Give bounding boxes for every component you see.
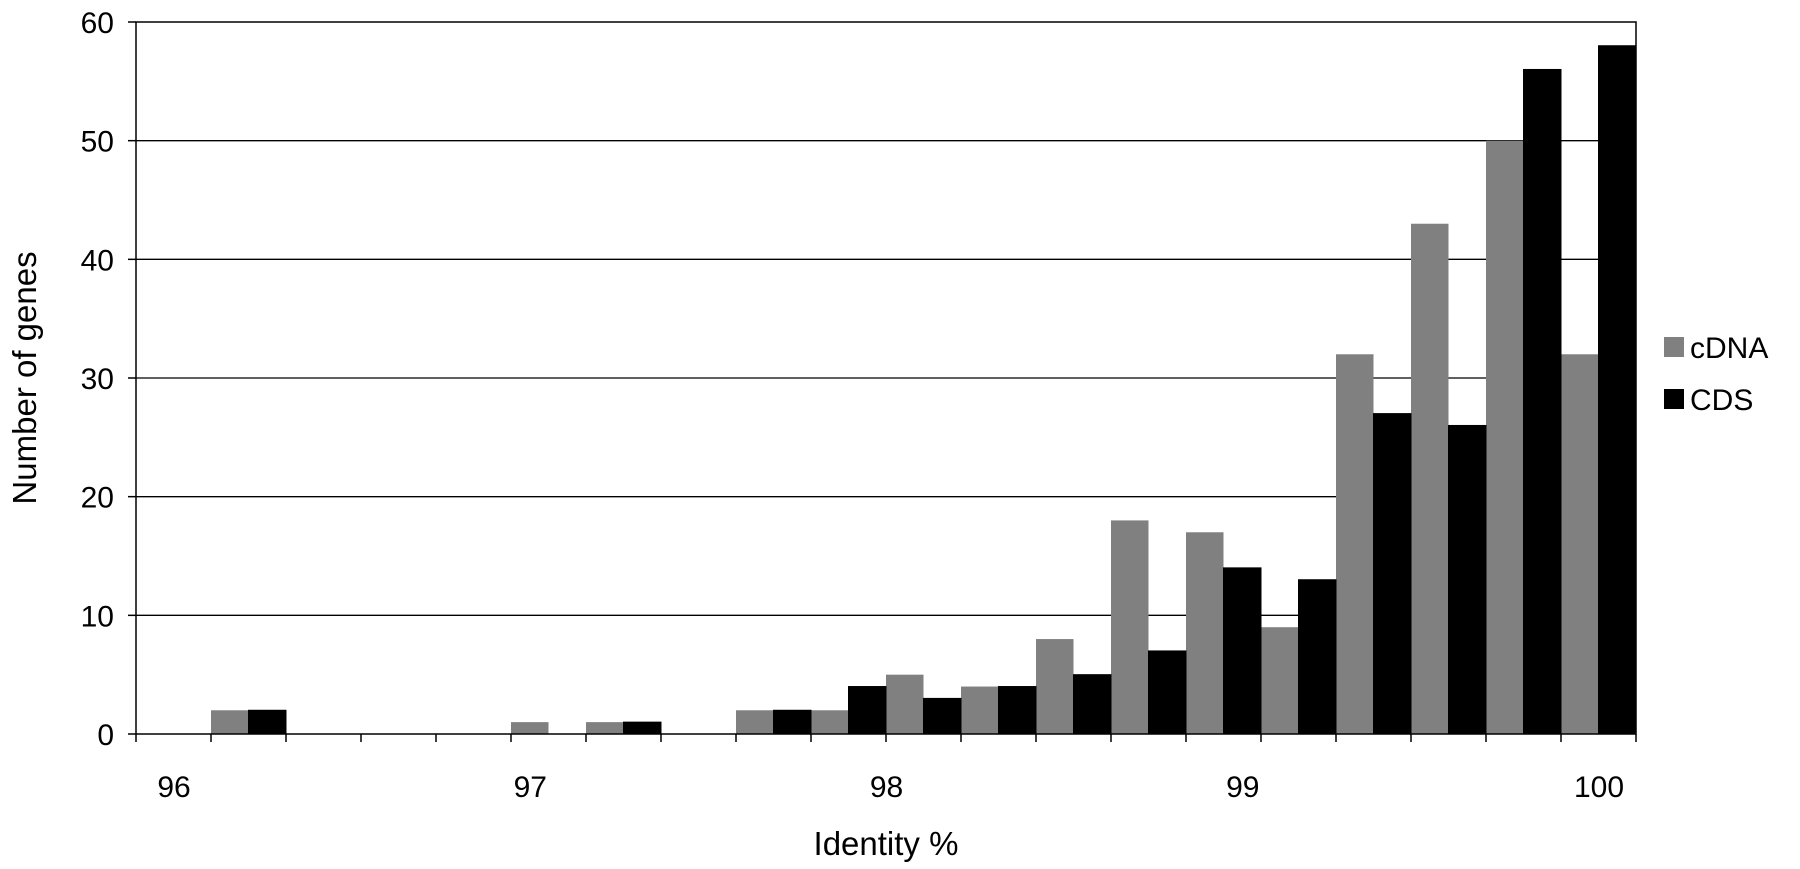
legend-label-cds: CDS <box>1690 384 1753 417</box>
bar-cdna-99.4 <box>1336 354 1374 734</box>
legend-label-cdna: cDNA <box>1690 332 1768 365</box>
bar-cds-99.8 <box>1523 68 1562 735</box>
bar-cdna-98.2 <box>886 674 924 734</box>
y-tick-label: 0 <box>97 719 114 752</box>
legend-swatch-cdna <box>1664 337 1684 357</box>
y-tick-label: 40 <box>81 244 114 277</box>
bar-cds-98.4 <box>998 686 1037 735</box>
bar-cdna-98.8 <box>1111 520 1149 734</box>
y-tick-label: 50 <box>81 126 114 159</box>
bar-cds-99.4 <box>1373 413 1412 735</box>
y-tick-labels: 0 10 20 30 40 50 60 <box>81 7 136 752</box>
x-tick-label: 96 <box>157 771 190 804</box>
bar-cds-100.0 <box>1598 45 1637 735</box>
bar-cdna-99.6 <box>1411 223 1449 734</box>
x-tick-label: 100 <box>1574 771 1624 804</box>
bar-cds-99.2 <box>1298 579 1337 735</box>
bar-cds-98.2 <box>923 697 962 735</box>
y-axis-title: Number of genes <box>6 251 43 504</box>
bar-cdna-98.4 <box>961 686 999 734</box>
legend: cDNA CDS <box>1664 332 1768 417</box>
x-tick-label: 99 <box>1226 771 1259 804</box>
y-tick-label: 30 <box>81 363 114 396</box>
y-tick-label: 60 <box>81 7 114 40</box>
bar-cdna-98.0 <box>811 710 849 734</box>
bar-cdna-96.4 <box>211 710 249 734</box>
x-axis-title: Identity % <box>814 825 959 862</box>
x-tick-label: 98 <box>870 771 903 804</box>
bar-cds-98.8 <box>1148 650 1187 735</box>
bar-cds-96.4 <box>248 709 287 735</box>
x-tick-label: 97 <box>514 771 547 804</box>
bar-cdna-97.2 <box>511 722 549 734</box>
x-tick-labels: 96 97 98 99 100 <box>135 734 1637 804</box>
bar-cdna-97.8 <box>736 710 774 734</box>
bar-cdna-97.4 <box>586 722 624 734</box>
legend-swatch-cds <box>1664 389 1684 409</box>
bar-cds-99.6 <box>1448 424 1487 735</box>
bar-cdna-99.0 <box>1186 532 1224 734</box>
bar-cdna-99.2 <box>1261 627 1299 734</box>
y-tick-label: 20 <box>81 482 114 515</box>
bar-cdna-100.0 <box>1561 354 1599 734</box>
bars <box>211 45 1637 735</box>
y-tick-label: 10 <box>81 600 114 633</box>
bar-cds-97.4 <box>623 721 662 735</box>
bar-cdna-99.8 <box>1486 140 1524 734</box>
bar-cds-98.6 <box>1073 674 1112 735</box>
bar-cds-97.8 <box>773 709 812 735</box>
bar-cdna-98.6 <box>1036 639 1074 734</box>
bar-cds-98.0 <box>848 686 887 735</box>
bar-cds-99.0 <box>1223 567 1262 735</box>
